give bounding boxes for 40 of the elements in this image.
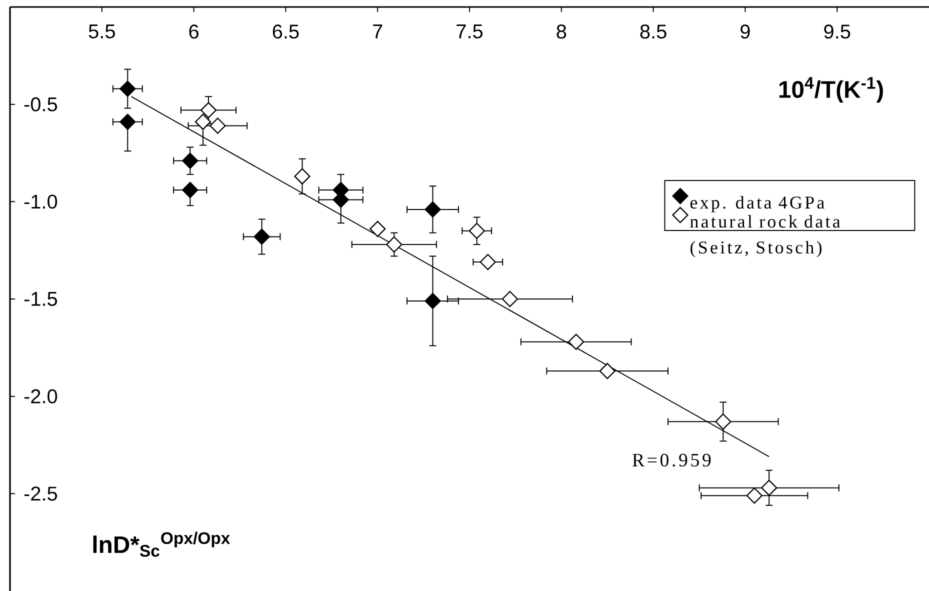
point — [502, 290, 518, 308]
x-tick-label: 8.5 — [640, 24, 666, 39]
point — [480, 254, 496, 270]
point — [182, 182, 198, 198]
point — [182, 152, 198, 169]
point — [761, 480, 778, 496]
y-axis-title: lnD*$_{Sc}$Opx/Opx — [93, 532, 230, 557]
point — [120, 114, 136, 130]
point — [424, 292, 441, 310]
x-tick-label: 6 — [189, 24, 198, 39]
x-tick-label: 9 — [740, 24, 750, 39]
point — [568, 334, 584, 350]
y-tick-label: -1.5 — [24, 292, 58, 306]
point — [715, 414, 732, 430]
y-tick-label: -1.0 — [24, 194, 58, 209]
point — [194, 114, 212, 130]
x-axis-title: 10$^{4}$/T(K$^{-1}$) — [779, 77, 883, 103]
point — [599, 362, 616, 380]
legend-label: exp. data 4GPa — [690, 196, 824, 212]
x-tick-label: 9.5 — [824, 24, 850, 39]
point — [424, 201, 441, 218]
x-tick-label: 7 — [373, 24, 382, 38]
annotation: R=0.959 — [632, 454, 711, 467]
point — [386, 236, 402, 253]
x-tick-label: 6.5 — [272, 24, 299, 39]
legend-label: natural rock data (Seitz, Stosch) — [690, 215, 840, 258]
point — [254, 228, 270, 245]
point — [120, 80, 136, 97]
point — [468, 222, 485, 239]
y-tick-label: -0.5 — [24, 97, 58, 112]
x-tick-label: 8 — [556, 24, 566, 39]
y-tick-label: -2.5 — [24, 486, 58, 501]
point — [210, 118, 226, 134]
x-tick-label: 7.5 — [456, 24, 483, 38]
point — [294, 168, 310, 184]
point — [370, 220, 386, 238]
y-tick-label: -2.0 — [24, 389, 58, 404]
point — [200, 102, 217, 118]
x-tick-label: 5.5 — [88, 24, 115, 38]
point — [746, 488, 762, 504]
